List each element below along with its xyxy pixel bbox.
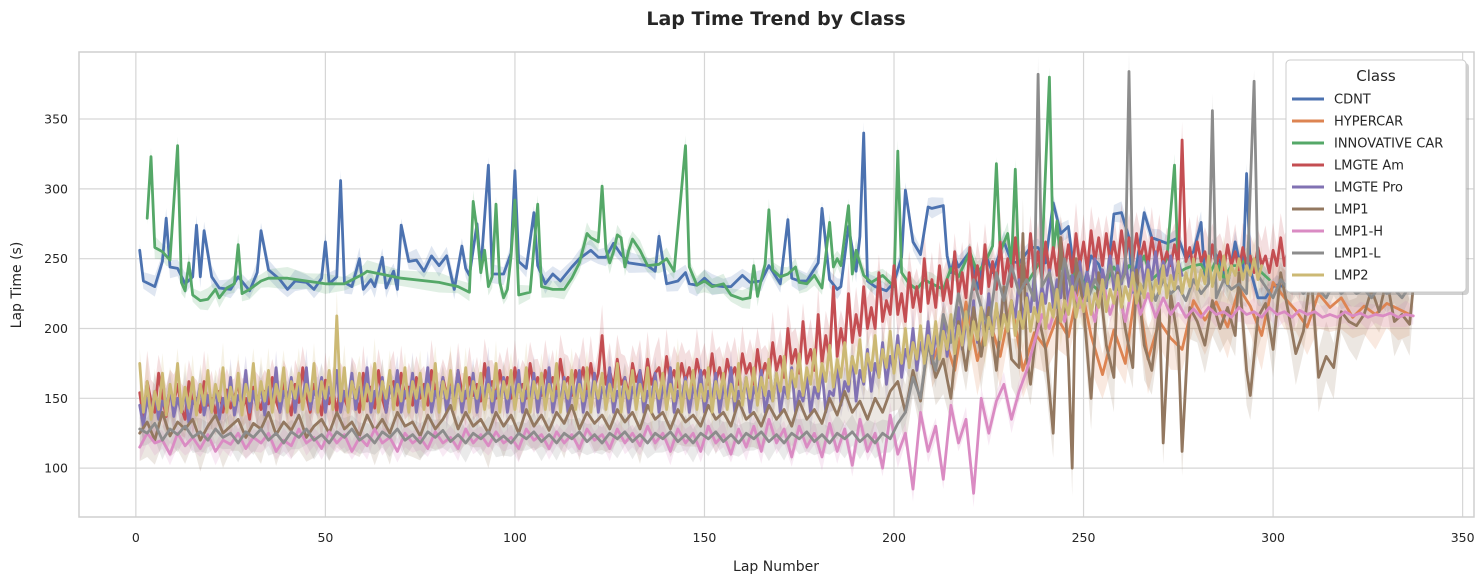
x-tick-label: 100: [503, 530, 527, 545]
series-line-lmp1-h: [138, 278, 1415, 495]
plot-border: [78, 51, 1475, 518]
legend-entry-lmp1-h[interactable]: LMP1-H: [1334, 225, 1383, 240]
series-line-lmp2: [138, 254, 1264, 421]
x-axis-label: Lap Number: [733, 559, 819, 575]
y-tick-label: 100: [44, 461, 68, 476]
series-line-cdnt: [138, 131, 1351, 300]
series-line-lmp1: [138, 232, 1415, 470]
y-tick-label: 150: [44, 391, 68, 406]
legend-title: Class: [1356, 67, 1396, 85]
x-tick-label: 150: [693, 530, 717, 545]
band-lmp1: [139, 198, 1414, 497]
legend-entry-lmp1-l[interactable]: LMP1-L: [1334, 247, 1381, 262]
series-lines: [138, 70, 1415, 495]
legend-entry-lmgte-pro[interactable]: LMGTE Pro: [1334, 181, 1403, 196]
series-line-lmp1-l: [138, 70, 1411, 445]
y-tick-label: 300: [44, 181, 68, 196]
y-axis-label: Lap Time (s): [9, 242, 25, 329]
y-tick-label: 350: [44, 112, 68, 127]
band-lmp1-l: [139, 52, 1410, 463]
x-tick-label: 0: [132, 530, 140, 545]
band-innovative-car: [147, 67, 1270, 311]
legend-entry-lmgte-am[interactable]: LMGTE Am: [1334, 159, 1404, 174]
legend-entry-lmp1[interactable]: LMP1: [1334, 203, 1369, 218]
band-lmgte-am: [139, 121, 1304, 450]
x-tick-label: 250: [1072, 530, 1096, 545]
legend-box: [1285, 59, 1467, 293]
tick-labels: 0 50 100 150 200 250 300 350 100 150 200 250 300 350: [44, 112, 1474, 545]
plot-frame: [78, 51, 1475, 518]
legend[interactable]: Class CDNT HYPERCAR INNOVATIVE CAR LMGTE Am L…: [1285, 59, 1469, 295]
legend-entry-lmp2[interactable]: LMP2: [1334, 269, 1369, 284]
x-tick-label: 50: [317, 530, 333, 545]
legend-entry-cdnt[interactable]: CDNT: [1334, 93, 1371, 108]
chart-title: Lap Time Trend by Class: [646, 8, 905, 30]
legend-entry-innovative-car[interactable]: INNOVATIVE CAR: [1334, 137, 1443, 152]
legend-entry-hypercar[interactable]: HYPERCAR: [1334, 115, 1403, 130]
y-tick-label: 250: [44, 251, 68, 266]
x-tick-label: 300: [1261, 530, 1285, 545]
y-tick-label: 200: [44, 321, 68, 336]
x-tick-label: 350: [1451, 530, 1475, 545]
x-tick-label: 200: [882, 530, 906, 545]
